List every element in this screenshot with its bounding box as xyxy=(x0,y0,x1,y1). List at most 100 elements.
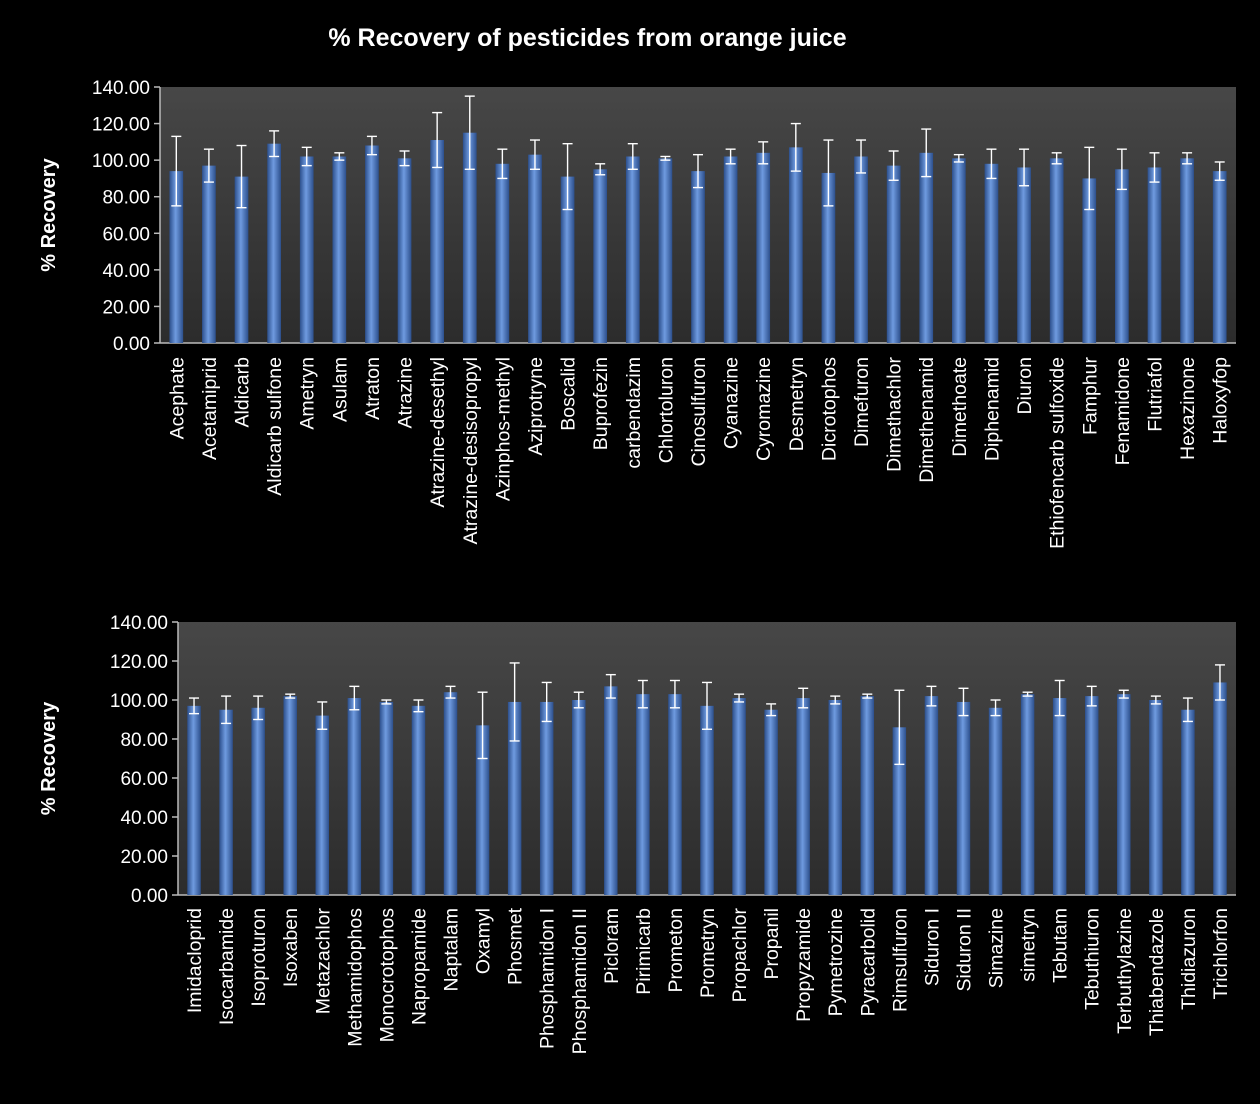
bar-propyzamide xyxy=(796,698,810,895)
x-tick-label: Dimefuron xyxy=(851,357,873,447)
bar-ametryn xyxy=(299,156,314,343)
bar-thiabendazole xyxy=(1149,700,1163,895)
x-tick-label: Dimethenamid xyxy=(916,357,938,483)
error-bar xyxy=(1182,697,1193,723)
bar-aldicarb-sulfone xyxy=(267,143,281,343)
x-tick-label: Ethiofencarb sulfoxide xyxy=(1047,357,1069,549)
error-bar xyxy=(413,699,424,713)
bar-propanil xyxy=(764,709,778,895)
bar-cyanazine xyxy=(723,156,738,343)
x-tick-label: Tebutam xyxy=(1050,908,1072,983)
bar-phosphamidon-ii xyxy=(572,700,586,895)
bar-siduron-ii xyxy=(956,701,971,895)
bar-napropamide xyxy=(411,705,426,895)
error-bar xyxy=(637,679,648,709)
x-tick-label: Haloxyfop xyxy=(1210,357,1232,444)
x-tick-label: Aldicarb xyxy=(232,357,254,428)
y-tick-label: 80.00 xyxy=(102,188,150,209)
x-tick-label: Atrazine xyxy=(395,357,417,429)
y-tick-label: 140.00 xyxy=(92,78,150,99)
error-bar xyxy=(986,148,997,180)
error-bar xyxy=(541,681,552,723)
x-tick-label: Boscalid xyxy=(558,357,580,431)
bar-naptalam xyxy=(443,692,458,895)
x-tick-label: Terbuthylazine xyxy=(1114,908,1136,1034)
bar-trichlorfon xyxy=(1213,682,1227,895)
error-bar xyxy=(573,691,584,709)
x-tick-label: simetryn xyxy=(1018,908,1040,982)
bar-dimethachlor xyxy=(886,165,901,343)
x-tick-label: Pirimicarb xyxy=(633,908,655,995)
bar-isoxaben xyxy=(283,696,297,895)
error-bar xyxy=(399,150,410,167)
x-tick-label: Acephate xyxy=(166,357,188,439)
y-axis-label: % Recovery xyxy=(38,157,60,271)
error-bar xyxy=(285,693,296,699)
bar-carbendazim xyxy=(625,156,640,343)
error-bar xyxy=(627,142,638,170)
x-tick-label: Siduron II xyxy=(953,908,975,991)
x-tick-label: Ametryn xyxy=(297,357,319,430)
x-tick-label: Desmetryn xyxy=(786,357,808,451)
error-bar xyxy=(953,153,964,163)
bar-acephate xyxy=(169,171,184,343)
bar-atrazine xyxy=(397,158,412,343)
error-bar xyxy=(1118,689,1129,699)
x-tick-label: Isocarbamide xyxy=(216,908,238,1025)
error-bar xyxy=(203,148,214,183)
error-bar xyxy=(605,673,616,699)
error-bar xyxy=(1019,148,1030,187)
chart-panel-1: 0.00 20.00 40.00 60.00 80.00 100.00 120.00 140.… xyxy=(38,78,1236,549)
bar-diphenamid xyxy=(984,163,999,343)
x-tick-label: Isoxaben xyxy=(280,908,302,987)
bar-isoproturon xyxy=(251,707,265,895)
x-tick-label: Picloram xyxy=(601,908,623,984)
error-bar xyxy=(381,699,392,705)
bar-dimethoate xyxy=(952,158,966,343)
bar-fenamidone xyxy=(1115,169,1129,343)
x-tick-label: Pymetrozine xyxy=(825,908,847,1016)
x-tick-label: Tebuthiuron xyxy=(1082,908,1104,1010)
x-tick-label: Aziprotryne xyxy=(525,357,547,456)
y-tick-label: 20.00 xyxy=(120,847,168,868)
y-tick-label: 60.00 xyxy=(120,769,168,790)
error-bar xyxy=(221,695,232,725)
bar-aziprotryne xyxy=(528,154,542,343)
error-bar xyxy=(301,146,312,167)
error-bar xyxy=(958,687,969,717)
error-bar xyxy=(990,699,1001,717)
x-tick-label: Azinphos-methyl xyxy=(492,357,514,501)
error-bar xyxy=(894,689,905,766)
x-tick-label: Trichlorfon xyxy=(1210,908,1232,999)
error-bar xyxy=(236,144,247,209)
bar-pymetrozine xyxy=(828,700,842,895)
bar-dicrotophos xyxy=(821,172,836,343)
x-tick-label: Siduron I xyxy=(921,908,943,986)
x-tick-label: Methamidophos xyxy=(344,908,366,1047)
error-bar xyxy=(1054,679,1065,717)
error-bar xyxy=(349,685,360,711)
y-tick-label: 100.00 xyxy=(92,151,150,172)
error-bar xyxy=(798,687,809,709)
chart-panel-2: 0.00 20.00 40.00 60.00 80.00 100.00 120.00 140.… xyxy=(38,613,1236,1054)
x-tick-label: Cyanazine xyxy=(721,357,743,449)
x-tick-label: Oxamyl xyxy=(473,908,495,974)
error-bar xyxy=(926,685,937,707)
bar-terbuthylazine xyxy=(1117,694,1131,895)
x-tick-label: Dicrotophos xyxy=(818,357,840,461)
y-tick-label: 20.00 xyxy=(102,297,150,318)
bar-hexazinone xyxy=(1180,158,1194,343)
x-tick-label: Atraton xyxy=(362,357,384,420)
error-bar xyxy=(790,122,801,172)
error-bar xyxy=(888,150,899,181)
bar-imidacloprid xyxy=(187,705,201,895)
x-tick-label: Prometon xyxy=(665,908,687,993)
x-tick-label: Isoproturon xyxy=(248,908,270,1007)
bar-pyracarbolid xyxy=(860,696,875,895)
error-bar xyxy=(497,148,508,180)
x-tick-label: Diuron xyxy=(1014,357,1036,414)
error-bar xyxy=(1116,148,1127,191)
x-tick-label: Naptalam xyxy=(441,908,463,991)
x-tick-label: Hexazinone xyxy=(1177,357,1199,460)
